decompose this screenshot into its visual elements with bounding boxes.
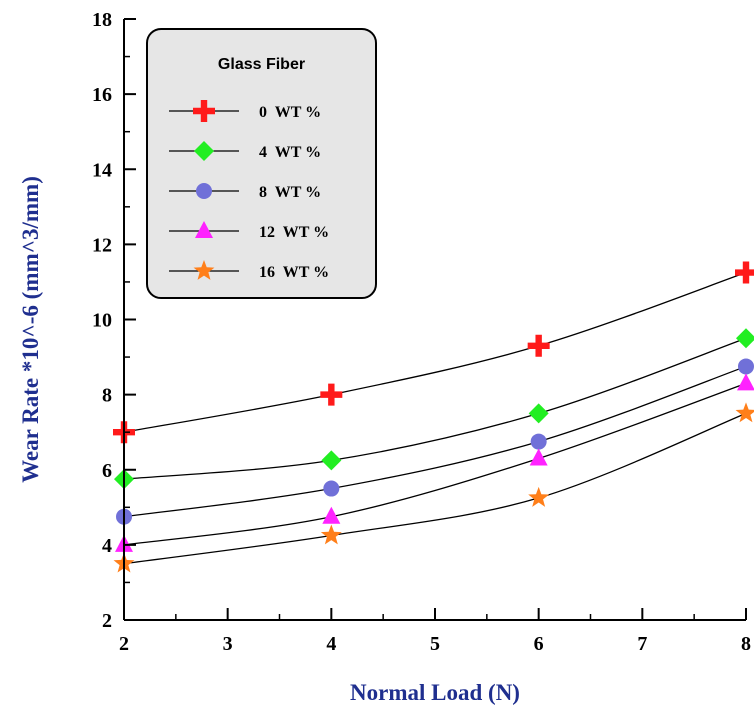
data-point-s3-1 [322,506,341,524]
data-point-s3-2 [529,448,548,466]
legend-title: Glass Fiber [218,56,305,73]
legend-marker-0 [193,100,215,122]
x-tick-label: 3 [223,633,233,655]
legend: Glass Fiber 0 WT % 4 WT % 8 WT % 12 WT % 16 W… [146,28,377,299]
data-point-s2-3 [738,358,754,375]
data-point-s2-2 [530,433,547,450]
legend-label-3: 12 WT % [259,224,329,241]
y-tick-label: 6 [102,460,112,482]
data-point-s4-3 [735,402,754,423]
x-axis-title: Normal Load (N) [350,680,520,705]
y-tick-label: 10 [92,310,112,332]
legend-label-1: 4 WT % [259,144,321,161]
data-point-s1-2 [528,403,549,424]
legend-label-0: 0 WT % [259,104,321,121]
data-point-s1-1 [321,450,342,471]
x-tick-label: 7 [637,633,647,655]
series-line-4 [123,412,747,565]
legend-marker-2 [196,183,212,199]
data-point-s0-3 [735,261,754,284]
x-tick-label: 6 [534,633,544,655]
x-tick-label: 5 [430,633,440,655]
data-point-s4-1 [320,524,342,545]
y-tick-label: 12 [92,234,112,256]
data-point-s1-3 [736,328,754,349]
y-tick-label: 4 [102,535,112,557]
legend-label-4: 16 WT % [259,264,329,281]
series-line-3 [123,382,747,546]
legend-label-2: 8 WT % [259,184,321,201]
data-point-s0-2 [527,334,550,357]
y-tick-label: 2 [102,610,112,632]
x-tick-label: 8 [741,633,751,655]
axes-layer: 2 3 4 5 6 7 8 2 4 6 8 10 12 14 16 18 [92,9,751,655]
series-line-1 [123,337,747,480]
markers-layer [113,261,754,573]
legend-marker-4 [193,260,215,280]
series-line-0 [123,271,747,433]
y-tick-label: 14 [92,159,112,181]
data-point-s0-1 [320,383,343,406]
x-tick-label: 2 [119,633,129,655]
legend-marker-3 [195,221,213,238]
data-point-s3-3 [737,373,754,391]
y-tick-label: 8 [102,385,112,407]
x-tick-label: 4 [326,633,336,655]
series-line-2 [123,365,747,518]
y-tick-label: 18 [92,9,112,31]
y-axis-title: Wear Rate *10^-6 (mm^3/mm) [18,176,43,483]
data-point-s4-2 [528,486,550,507]
y-tick-label: 16 [92,84,112,106]
legend-marker-1 [194,141,214,161]
data-point-s2-1 [323,480,340,497]
curves-layer [123,271,747,565]
